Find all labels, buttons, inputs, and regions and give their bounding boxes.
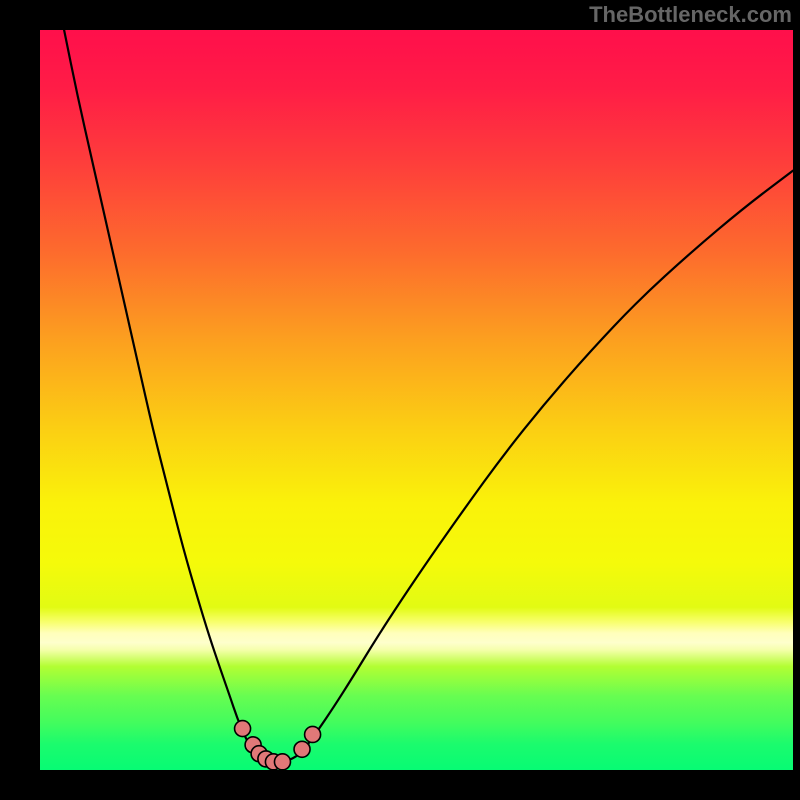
data-marker — [235, 721, 251, 737]
data-marker — [274, 754, 290, 770]
gradient-background — [40, 30, 793, 770]
watermark-text: TheBottleneck.com — [589, 2, 792, 28]
data-marker — [294, 741, 310, 757]
chart-container: TheBottleneck.com — [0, 0, 800, 800]
plot-area — [40, 30, 793, 770]
data-marker — [305, 726, 321, 742]
